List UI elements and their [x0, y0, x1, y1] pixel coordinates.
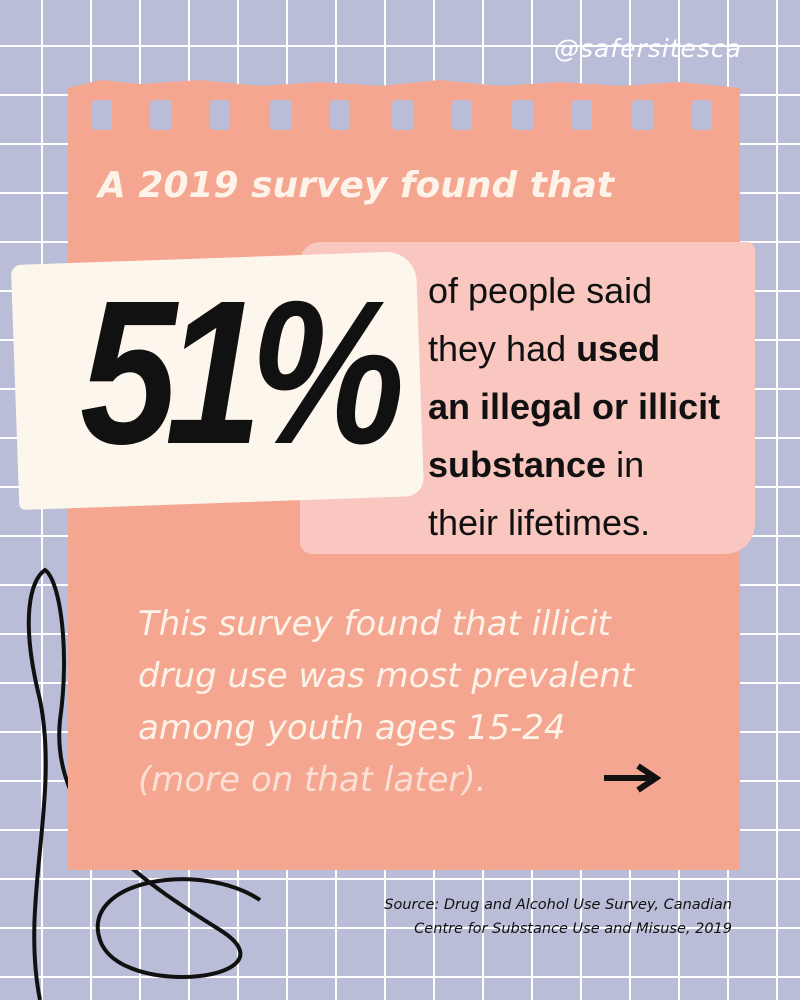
statement-line: substance in: [428, 436, 720, 494]
statement-bold: substance: [428, 444, 607, 485]
statement-text: of people said: [428, 270, 653, 311]
handle: @safersitesca: [553, 34, 742, 63]
source: Source: Drug and Alcohol Use Survey, Can…: [384, 893, 732, 941]
source-line: Centre for Substance Use and Misuse, 201…: [414, 921, 732, 937]
binder-holes: [92, 100, 712, 130]
heading: A 2019 survey found that: [98, 165, 615, 206]
note: (more on that later).: [138, 760, 487, 800]
statement-text: their lifetimes.: [428, 502, 651, 543]
body-line: among youth ages 15-24: [138, 708, 566, 748]
statement-line: they had used: [428, 320, 720, 378]
statement: of people said they had used an illegal or…: [428, 262, 720, 552]
statement-line: an illegal or illicit: [428, 378, 720, 436]
statement-text: they had: [428, 328, 577, 369]
stat: 51%: [80, 258, 405, 487]
statement-text: in: [606, 444, 645, 485]
statement-bold: an illegal or illicit: [428, 386, 721, 427]
arrow-icon: [604, 763, 662, 793]
body-line: drug use was most prevalent: [138, 656, 635, 696]
paper-top: [68, 80, 740, 100]
body-text: This survey found that illicit drug use w…: [138, 598, 634, 806]
statement-bold: used: [576, 328, 661, 369]
statement-line: their lifetimes.: [428, 494, 720, 552]
statement-line: of people said: [428, 262, 720, 320]
body-line: This survey found that illicit: [138, 604, 611, 644]
source-line: Source: Drug and Alcohol Use Survey, Can…: [384, 897, 732, 913]
